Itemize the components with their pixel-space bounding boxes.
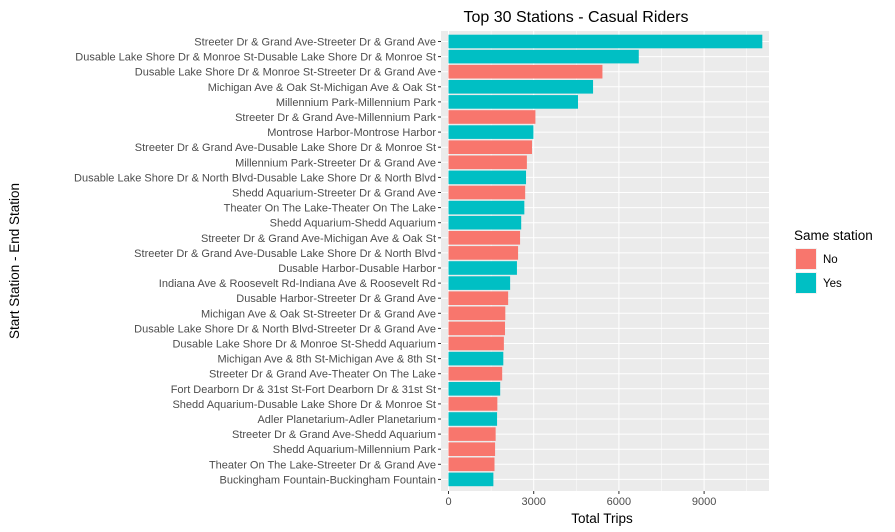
bar: [448, 321, 506, 336]
y-axis-title: Start Station - End Station: [7, 183, 22, 339]
category-label: Streeter Dr & Grand Ave-Dusable Lake Sho…: [134, 248, 436, 260]
category-label: Adler Planetarium-Adler Planetarium: [257, 414, 436, 426]
x-tick-label: 3000: [521, 496, 545, 508]
category-labels: Streeter Dr & Grand Ave-Streeter Dr & Gr…: [74, 37, 441, 486]
legend-title: Same station: [794, 228, 873, 243]
x-tick-label: 0: [445, 496, 451, 508]
legend-key: [796, 249, 816, 269]
legend: Same station No Yes: [794, 228, 873, 294]
bar: [448, 291, 509, 305]
category-label: Dusable Lake Shore Dr & Monroe St-Shedd …: [172, 339, 436, 351]
category-label: Millennium Park-Streeter Dr & Grand Ave: [235, 157, 436, 169]
bar: [448, 472, 494, 487]
category-label: Shedd Aquarium-Streeter Dr & Grand Ave: [232, 188, 436, 200]
bar: [448, 397, 498, 411]
bars: [448, 34, 763, 487]
bar: [448, 49, 639, 64]
category-label: Shedd Aquarium-Dusable Lake Shore Dr & M…: [172, 399, 436, 411]
category-label: Streeter Dr & Grand Ave-Millennium Park: [235, 112, 436, 124]
category-label: Indiana Ave & Roosevelt Rd-Indiana Ave &…: [159, 278, 436, 290]
bar: [448, 185, 526, 200]
bar: [448, 140, 532, 154]
category-label: Theater On The Lake-Theater On The Lake: [224, 203, 436, 215]
bar: [448, 95, 579, 109]
bar: [448, 457, 495, 472]
legend-label: Yes: [823, 278, 842, 290]
category-label: Shedd Aquarium-Millennium Park: [273, 444, 437, 456]
bar: [448, 200, 525, 215]
bar: [448, 351, 504, 366]
bar: [448, 427, 496, 441]
bar: [448, 336, 504, 351]
category-label: Dusable Harbor-Dusable Harbor: [278, 263, 436, 275]
category-label: Montrose Harbor-Montrose Harbor: [267, 127, 436, 139]
bar: [448, 64, 603, 79]
bar: [448, 34, 763, 49]
category-label: Buckingham Fountain-Buckingham Fountain: [220, 474, 436, 486]
category-label: Fort Dearborn Dr & 31st St-Fort Dearborn…: [171, 384, 436, 396]
chart-title: Top 30 Stations - Casual Riders: [464, 9, 689, 26]
category-label: Streeter Dr & Grand Ave-Streeter Dr & Gr…: [194, 37, 436, 49]
bar: [448, 125, 534, 139]
category-label: Dusable Lake Shore Dr & North Blvd-Stree…: [134, 323, 436, 335]
bar: [448, 382, 501, 396]
legend-items: No Yes: [795, 248, 842, 294]
legend-label: No: [823, 254, 838, 266]
bar: [448, 246, 519, 260]
category-label: Streeter Dr & Grand Ave-Shedd Aquarium: [232, 429, 436, 441]
category-label: Theater On The Lake-Streeter Dr & Grand …: [209, 459, 436, 471]
category-label: Dusable Lake Shore Dr & Monroe St-Dusabl…: [75, 52, 436, 64]
bar: [448, 366, 503, 381]
x-axis-title: Total Trips: [571, 511, 633, 526]
bar: [448, 306, 506, 321]
legend-key: [796, 273, 816, 293]
bar: [448, 231, 521, 245]
category-label: Michigan Ave & Oak St-Streeter Dr & Gran…: [201, 308, 436, 320]
category-label: Dusable Lake Shore Dr & Monroe St-Street…: [135, 67, 436, 79]
category-label: Streeter Dr & Grand Ave-Theater On The L…: [209, 369, 436, 381]
category-label: Dusable Lake Shore Dr & North Blvd-Dusab…: [74, 172, 436, 184]
x-tick-label: 9000: [692, 496, 716, 508]
category-label: Streeter Dr & Grand Ave-Dusable Lake Sho…: [135, 142, 436, 154]
category-label: Millennium Park-Millennium Park: [276, 97, 437, 109]
category-label: Streeter Dr & Grand Ave-Michigan Ave & O…: [201, 233, 436, 245]
bar: [448, 155, 527, 170]
bar: [448, 412, 498, 426]
bar: [448, 215, 522, 230]
bar: [448, 80, 594, 94]
x-axis-ticks: 0 3000 6000 9000: [445, 491, 716, 508]
category-label: Michigan Ave & 8th St-Michigan Ave & 8th…: [218, 354, 437, 366]
bar: [448, 276, 511, 290]
bar: [448, 110, 536, 124]
bar: [448, 442, 496, 456]
bar: [448, 170, 527, 185]
category-label: Dusable Harbor-Streeter Dr & Grand Ave: [236, 293, 436, 305]
category-label: Shedd Aquarium-Shedd Aquarium: [270, 218, 436, 230]
x-tick-label: 6000: [607, 496, 631, 508]
category-label: Michigan Ave & Oak St-Michigan Ave & Oak…: [208, 82, 436, 94]
bar: [448, 261, 517, 275]
